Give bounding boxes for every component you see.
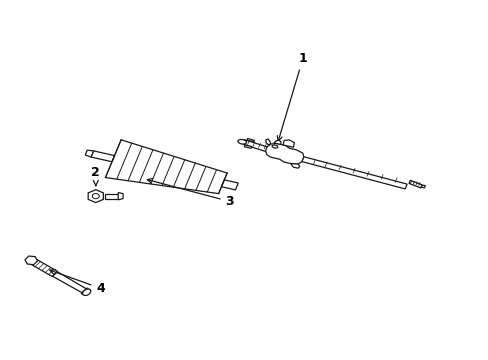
Polygon shape bbox=[421, 185, 425, 188]
Ellipse shape bbox=[271, 145, 277, 148]
Polygon shape bbox=[265, 139, 270, 145]
Text: 2: 2 bbox=[91, 166, 100, 185]
Polygon shape bbox=[408, 180, 421, 188]
Polygon shape bbox=[25, 256, 38, 265]
Polygon shape bbox=[118, 193, 123, 200]
Polygon shape bbox=[265, 143, 303, 164]
Ellipse shape bbox=[238, 140, 246, 144]
Polygon shape bbox=[52, 272, 86, 293]
Polygon shape bbox=[88, 190, 103, 203]
Polygon shape bbox=[301, 157, 407, 189]
Ellipse shape bbox=[82, 289, 91, 296]
Polygon shape bbox=[242, 140, 267, 152]
Polygon shape bbox=[290, 163, 299, 168]
Polygon shape bbox=[91, 151, 114, 162]
Polygon shape bbox=[81, 288, 90, 295]
Text: 3: 3 bbox=[147, 179, 234, 208]
Polygon shape bbox=[246, 139, 254, 142]
Polygon shape bbox=[221, 180, 238, 190]
Polygon shape bbox=[244, 145, 251, 148]
Text: 1: 1 bbox=[277, 51, 307, 141]
Polygon shape bbox=[273, 140, 280, 144]
Ellipse shape bbox=[92, 194, 99, 199]
Polygon shape bbox=[32, 260, 58, 276]
Polygon shape bbox=[104, 194, 119, 199]
Polygon shape bbox=[85, 150, 93, 157]
Polygon shape bbox=[283, 140, 294, 147]
Text: 4: 4 bbox=[50, 270, 105, 295]
